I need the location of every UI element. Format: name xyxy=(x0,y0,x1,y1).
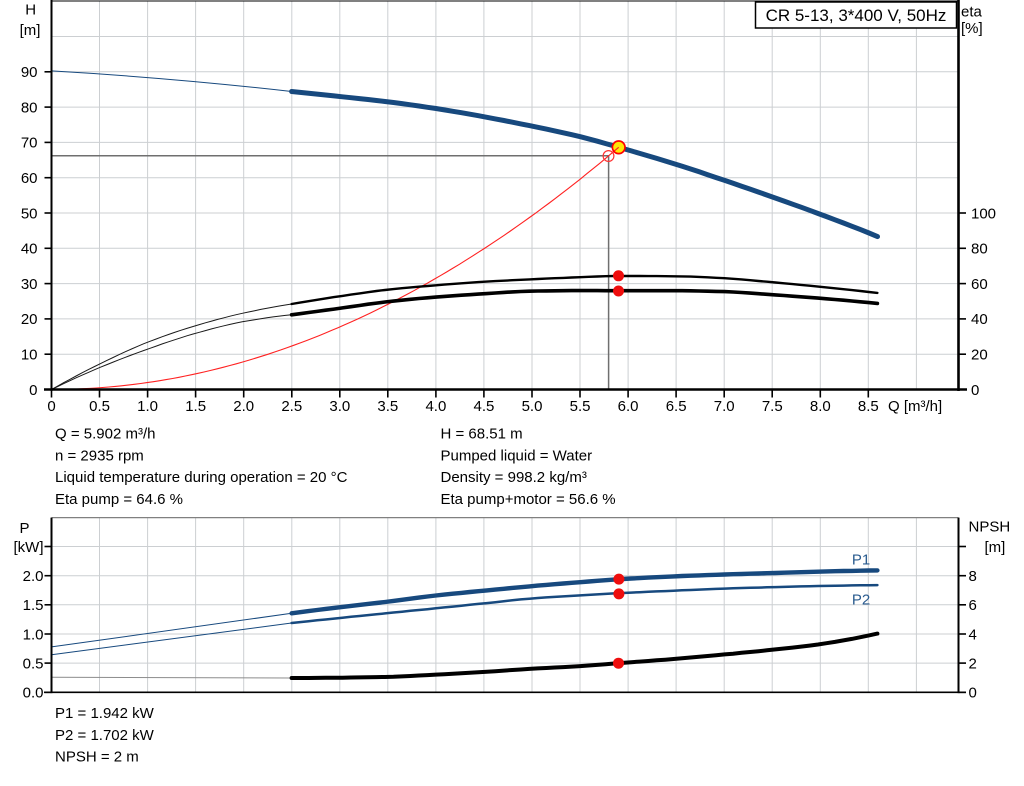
svg-text:4.0: 4.0 xyxy=(425,398,446,415)
svg-text:3.0: 3.0 xyxy=(329,398,350,415)
svg-text:5.5: 5.5 xyxy=(570,398,591,415)
svg-text:0: 0 xyxy=(47,398,55,415)
svg-text:Q [m³/h]: Q [m³/h] xyxy=(888,398,942,415)
svg-text:eta: eta xyxy=(961,4,983,21)
svg-text:H: H xyxy=(25,2,36,19)
svg-text:[m]: [m] xyxy=(985,539,1006,556)
svg-text:60: 60 xyxy=(21,170,38,187)
svg-text:Pumped liquid = Water: Pumped liquid = Water xyxy=(441,447,593,464)
svg-text:Eta pump = 64.6 %: Eta pump = 64.6 % xyxy=(55,491,183,508)
svg-text:0.5: 0.5 xyxy=(89,398,110,415)
svg-text:[m]: [m] xyxy=(20,22,41,39)
svg-text:1.5: 1.5 xyxy=(185,398,206,415)
svg-text:Q = 5.902 m³/h: Q = 5.902 m³/h xyxy=(55,426,155,443)
svg-text:40: 40 xyxy=(21,241,38,258)
svg-text:3.5: 3.5 xyxy=(377,398,398,415)
svg-text:P2 = 1.702 kW: P2 = 1.702 kW xyxy=(55,727,155,744)
svg-text:P1: P1 xyxy=(852,551,870,568)
svg-text:7.0: 7.0 xyxy=(714,398,735,415)
svg-text:1.5: 1.5 xyxy=(23,597,44,614)
svg-text:20: 20 xyxy=(971,347,988,364)
svg-text:90: 90 xyxy=(21,64,38,81)
svg-text:4.5: 4.5 xyxy=(474,398,495,415)
svg-text:Density = 998.2 kg/m³: Density = 998.2 kg/m³ xyxy=(441,469,587,486)
svg-text:7.5: 7.5 xyxy=(762,398,783,415)
svg-text:4: 4 xyxy=(969,626,977,643)
svg-text:40: 40 xyxy=(971,311,988,328)
svg-text:30: 30 xyxy=(21,276,38,293)
svg-text:6: 6 xyxy=(969,597,977,614)
svg-text:[%]: [%] xyxy=(961,20,983,37)
svg-text:H = 68.51 m: H = 68.51 m xyxy=(441,426,523,443)
svg-text:70: 70 xyxy=(21,135,38,152)
svg-text:20: 20 xyxy=(21,311,38,328)
svg-text:0: 0 xyxy=(971,382,979,399)
svg-text:5.0: 5.0 xyxy=(522,398,543,415)
svg-text:2: 2 xyxy=(969,655,977,672)
svg-text:8.0: 8.0 xyxy=(810,398,831,415)
svg-text:NPSH = 2 m: NPSH = 2 m xyxy=(55,749,139,766)
svg-text:80: 80 xyxy=(971,241,988,258)
svg-text:10: 10 xyxy=(21,347,38,364)
svg-text:0: 0 xyxy=(29,382,37,399)
svg-text:CR 5-13, 3*400 V, 50Hz: CR 5-13, 3*400 V, 50Hz xyxy=(766,6,947,25)
svg-text:1.0: 1.0 xyxy=(137,398,158,415)
svg-text:1.0: 1.0 xyxy=(23,626,44,643)
svg-text:8.5: 8.5 xyxy=(858,398,879,415)
svg-text:NPSH: NPSH xyxy=(969,519,1011,536)
svg-text:2.0: 2.0 xyxy=(23,568,44,585)
svg-text:Eta pump+motor = 56.6 %: Eta pump+motor = 56.6 % xyxy=(441,491,616,508)
svg-text:0: 0 xyxy=(969,685,977,702)
svg-text:2.5: 2.5 xyxy=(281,398,302,415)
svg-text:80: 80 xyxy=(21,99,38,116)
svg-text:6.5: 6.5 xyxy=(666,398,687,415)
svg-text:0.5: 0.5 xyxy=(23,655,44,672)
svg-text:8: 8 xyxy=(969,568,977,585)
svg-text:60: 60 xyxy=(971,276,988,293)
svg-text:n = 2935 rpm: n = 2935 rpm xyxy=(55,447,144,464)
svg-text:[kW]: [kW] xyxy=(14,539,44,556)
svg-text:Liquid temperature during oper: Liquid temperature during operation = 20… xyxy=(55,469,348,486)
svg-text:P1 = 1.942 kW: P1 = 1.942 kW xyxy=(55,705,155,722)
svg-text:P: P xyxy=(19,520,29,537)
svg-text:0.0: 0.0 xyxy=(23,685,44,702)
svg-text:50: 50 xyxy=(21,205,38,222)
svg-text:2.0: 2.0 xyxy=(233,398,254,415)
svg-text:6.0: 6.0 xyxy=(618,398,639,415)
svg-text:P2: P2 xyxy=(852,592,870,609)
svg-text:100: 100 xyxy=(971,205,996,222)
